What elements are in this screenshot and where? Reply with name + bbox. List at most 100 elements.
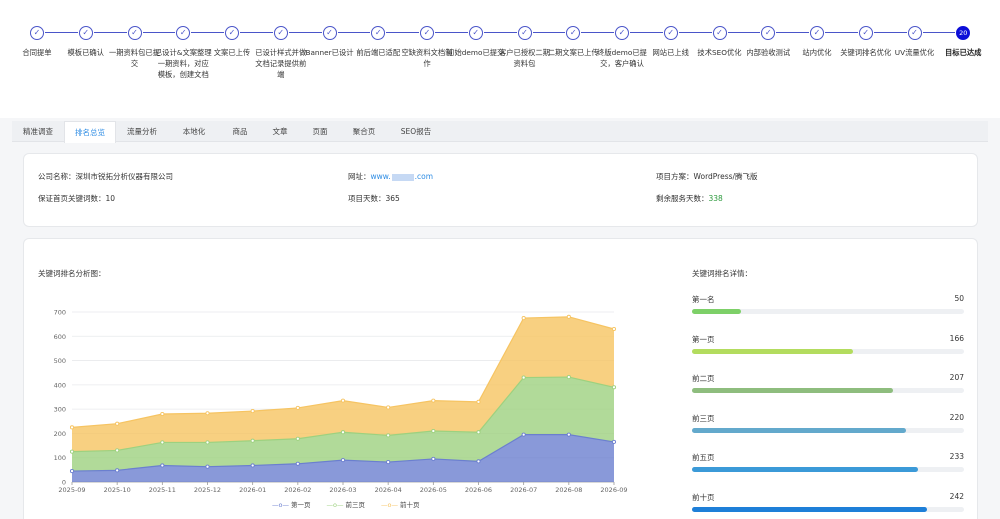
series-area <box>72 434 614 482</box>
check-icon: ✓ <box>712 26 727 40</box>
rank-row: 前十页 242 <box>692 492 964 514</box>
ranking-card: 关键词排名分析图： 0 100 200 300 400 500 600 700 2025-09 2… <box>23 238 978 519</box>
tab-item[interactable]: 文章 <box>272 127 288 136</box>
ranking-area-chart: 0 100 200 300 400 500 600 700 2025-09 2025-10 2025… <box>54 309 628 495</box>
rank-label: 第一页 <box>692 334 715 344</box>
tab-item[interactable]: 排名总览 <box>64 121 116 143</box>
tab-item[interactable]: 本地化 <box>182 127 206 136</box>
step-label: 目标已达成 <box>945 48 982 57</box>
check-icon: ✓ <box>273 26 288 40</box>
step-connector <box>581 32 614 33</box>
step-connector <box>776 32 809 33</box>
legend-label: 前三页 <box>345 501 365 509</box>
x-tick-label: 2026-05 <box>420 486 447 494</box>
x-tick-label: 2026-02 <box>284 486 311 494</box>
data-point <box>340 398 346 403</box>
rank-label: 前五页 <box>692 453 715 462</box>
step-label: 网站已上线 <box>652 48 689 57</box>
step-connector <box>386 32 419 33</box>
step-connector <box>873 32 907 33</box>
data-point <box>250 438 255 443</box>
site-label: 网址： <box>348 172 371 181</box>
rank-progress-fill <box>692 467 919 472</box>
check-icon: ✓ <box>127 26 142 40</box>
chart-legend: —o— 第一页 —o— 前三页 —o— 前十页 <box>272 499 435 509</box>
legend-marker-icon: —o— <box>326 501 344 509</box>
data-point <box>476 430 481 435</box>
rank-progress-fill <box>692 388 894 393</box>
rank-value: 166 <box>949 333 964 343</box>
data-point <box>566 432 571 437</box>
step-label: 模板已确认 <box>67 48 104 57</box>
rank-progress-track <box>692 467 964 472</box>
x-tick-label: 2026-01 <box>239 486 266 494</box>
data-point <box>250 463 255 468</box>
tab-item[interactable]: SEO报告 <box>400 127 432 136</box>
data-point <box>386 433 391 438</box>
plan-value: WordPress/腾飞版 <box>693 172 758 181</box>
step-connector <box>825 32 858 33</box>
check-icon: ✓ <box>322 26 337 40</box>
data-point <box>115 468 120 473</box>
y-tick-label: 400 <box>54 381 66 389</box>
data-point <box>295 405 300 410</box>
x-tick-label: 2025-10 <box>104 486 131 494</box>
check-icon: ✓ <box>78 26 93 40</box>
step-connector <box>532 32 566 33</box>
days-field: 项目天数：365 <box>348 193 400 204</box>
data-point <box>115 448 120 453</box>
series-area <box>72 377 614 472</box>
rank-progress-fill <box>692 309 741 314</box>
plan-label: 项目方案： <box>656 172 694 181</box>
rank-row: 前二页 207 <box>692 373 964 395</box>
data-point <box>295 436 300 441</box>
legend-item[interactable]: —o— 前三页 <box>326 501 372 509</box>
legend-item[interactable]: —o— 前十页 <box>381 501 427 509</box>
remain-value: 338 <box>708 194 723 203</box>
x-tick-label: 2026-09 <box>600 486 627 494</box>
check-icon: ✓ <box>615 26 629 40</box>
site-link[interactable]: www. .com <box>371 172 434 181</box>
legend-item[interactable]: —o— 第一页 <box>272 501 318 509</box>
data-point <box>205 411 210 416</box>
step-connector <box>288 32 322 33</box>
data-point <box>431 456 436 461</box>
y-tick-label: 0 <box>62 479 66 487</box>
data-point <box>566 375 571 380</box>
plan-field: 项目方案：WordPress/腾飞版 <box>656 171 758 182</box>
data-point <box>205 440 210 445</box>
rank-value: 242 <box>949 491 964 501</box>
data-point <box>250 409 255 414</box>
step-connector <box>337 32 371 33</box>
data-point <box>611 439 617 444</box>
x-tick-label: 2026-06 <box>465 486 492 494</box>
y-tick-label: 100 <box>54 454 66 462</box>
y-tick-label: 600 <box>54 333 66 341</box>
step-label: 前后端已适配 <box>356 48 401 57</box>
data-point <box>160 411 165 417</box>
step-label: 文案已上传 <box>213 48 251 57</box>
check-icon: ✓ <box>663 26 678 40</box>
tab-item[interactable]: 精准调查 <box>23 127 53 136</box>
check-icon: ✓ <box>30 26 44 40</box>
progress-steps: ✓ 合同提单 ✓ 模板已确认 ✓ 一期资料包已提交 ✓ 已设计&文案整理一期资料，对应模板，创… <box>0 0 1000 118</box>
keywords-value: 10 <box>105 194 116 203</box>
step-label: 内部验收测试 <box>746 48 791 57</box>
tab-item[interactable]: 商品 <box>232 127 248 136</box>
rank-progress-track <box>692 348 964 354</box>
data-point <box>521 316 526 321</box>
tab-item[interactable]: 流量分析 <box>127 127 157 136</box>
legend-label: 第一页 <box>290 501 311 509</box>
rank-row: 第一名 50 <box>692 294 964 316</box>
rank-value: 233 <box>949 452 964 461</box>
tab-item[interactable]: 聚合页 <box>352 127 376 136</box>
step-label: Banner已设计 <box>305 48 354 57</box>
rank-progress-track <box>692 388 964 393</box>
tab-item[interactable]: 页面 <box>312 127 328 136</box>
data-point <box>69 425 75 430</box>
site-suffix: .com <box>414 172 434 181</box>
data-point <box>386 460 391 465</box>
rank-label: 前三页 <box>692 413 715 423</box>
check-icon: ✓ <box>858 26 873 40</box>
data-point <box>611 326 617 332</box>
